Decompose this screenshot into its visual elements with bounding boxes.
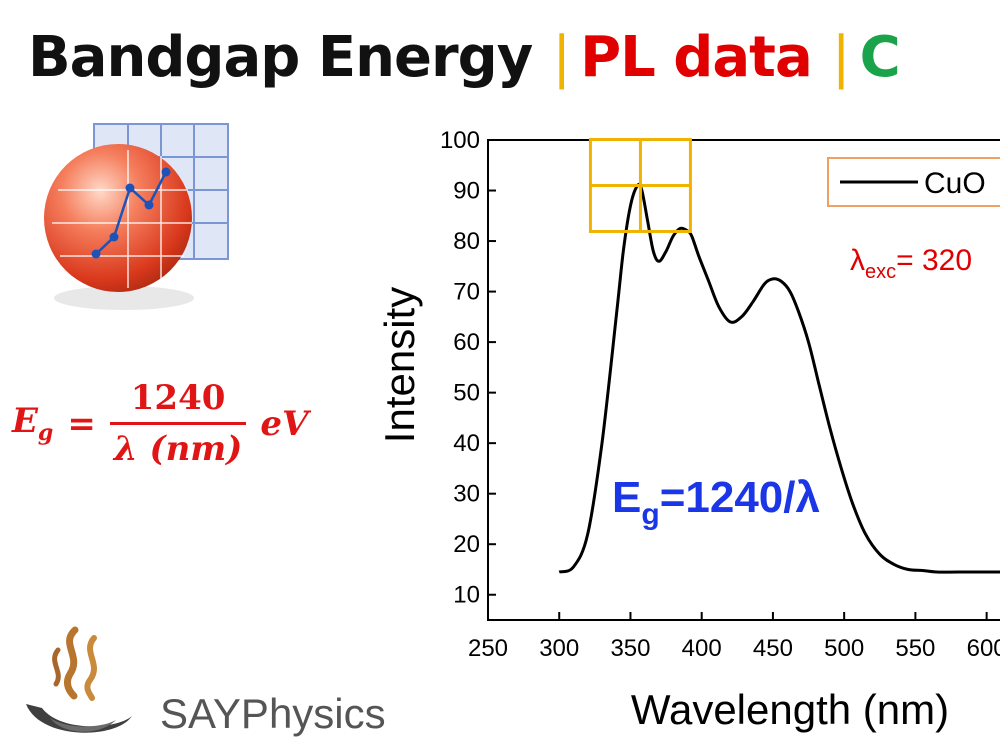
x-tick-label: 600: [967, 635, 1000, 662]
y-tick-label: 40: [453, 430, 480, 457]
formula-numerator: 1240: [130, 378, 226, 418]
bandgap-formula: Eg = 1240 λ (nm) eV: [12, 378, 308, 469]
x-tick-label: 450: [753, 635, 793, 662]
formula-unit: eV: [260, 403, 309, 444]
x-tick-label: 550: [895, 635, 935, 662]
y-tick-label: 10: [453, 582, 480, 609]
bandgap-annotation: Eg=1240/λ: [612, 473, 820, 531]
y-tick-label: 80: [453, 228, 480, 255]
y-tick-label: 20: [453, 531, 480, 558]
legend-label-cuo: CuO: [924, 167, 986, 200]
formula-denominator: λ (nm): [109, 422, 247, 469]
title-separator-2: |: [831, 25, 851, 90]
y-tick-label: 60: [453, 329, 480, 356]
x-tick-label: 250: [468, 635, 508, 662]
x-tick-label: 350: [610, 635, 650, 662]
x-axis-label: Wavelength (nm): [631, 686, 949, 733]
pl-spectrum-chart: 10 20 30 40 50 60 70 80 90 100 250 300 350 400 450 500…: [376, 127, 1000, 733]
formula-equals: =: [67, 403, 96, 444]
formula-fraction: 1240 λ (nm): [109, 378, 247, 469]
x-tick-label: 500: [824, 635, 864, 662]
x-axis-ticks: 250 300 350 400 450 500 550 600: [468, 612, 1000, 662]
formula-lhs: Eg: [12, 401, 54, 446]
title-main: Bandgap Energy: [28, 25, 533, 90]
peak-marker-box: [588, 137, 692, 233]
y-tick-label: 70: [453, 279, 480, 306]
y-tick-label: 100: [440, 127, 480, 154]
excitation-wavelength-label: λexc= 320: [850, 244, 972, 283]
legend: CuO: [827, 157, 1000, 207]
plot-area-frame: [487, 139, 1000, 621]
y-tick-label: 90: [453, 178, 480, 205]
x-tick-label: 300: [539, 635, 579, 662]
title-more: C: [859, 25, 901, 90]
page-title: Bandgap Energy | PL data | C: [28, 18, 901, 98]
title-separator: |: [552, 25, 571, 90]
title-pl-data: PL data: [580, 25, 813, 90]
origin-graph-icon: [44, 123, 229, 310]
series-line-cuo: [558, 182, 1000, 574]
sayphysics-logo-text: SAYPhysics: [160, 690, 386, 737]
sayphysics-logo-icon: [26, 626, 132, 733]
x-tick-label: 400: [682, 635, 722, 662]
y-tick-label: 50: [453, 380, 480, 407]
y-tick-label: 30: [453, 481, 480, 508]
y-axis-ticks: 10 20 30 40 50 60 70 80 90 100: [440, 127, 496, 609]
y-axis-label: Intensity: [376, 287, 423, 443]
